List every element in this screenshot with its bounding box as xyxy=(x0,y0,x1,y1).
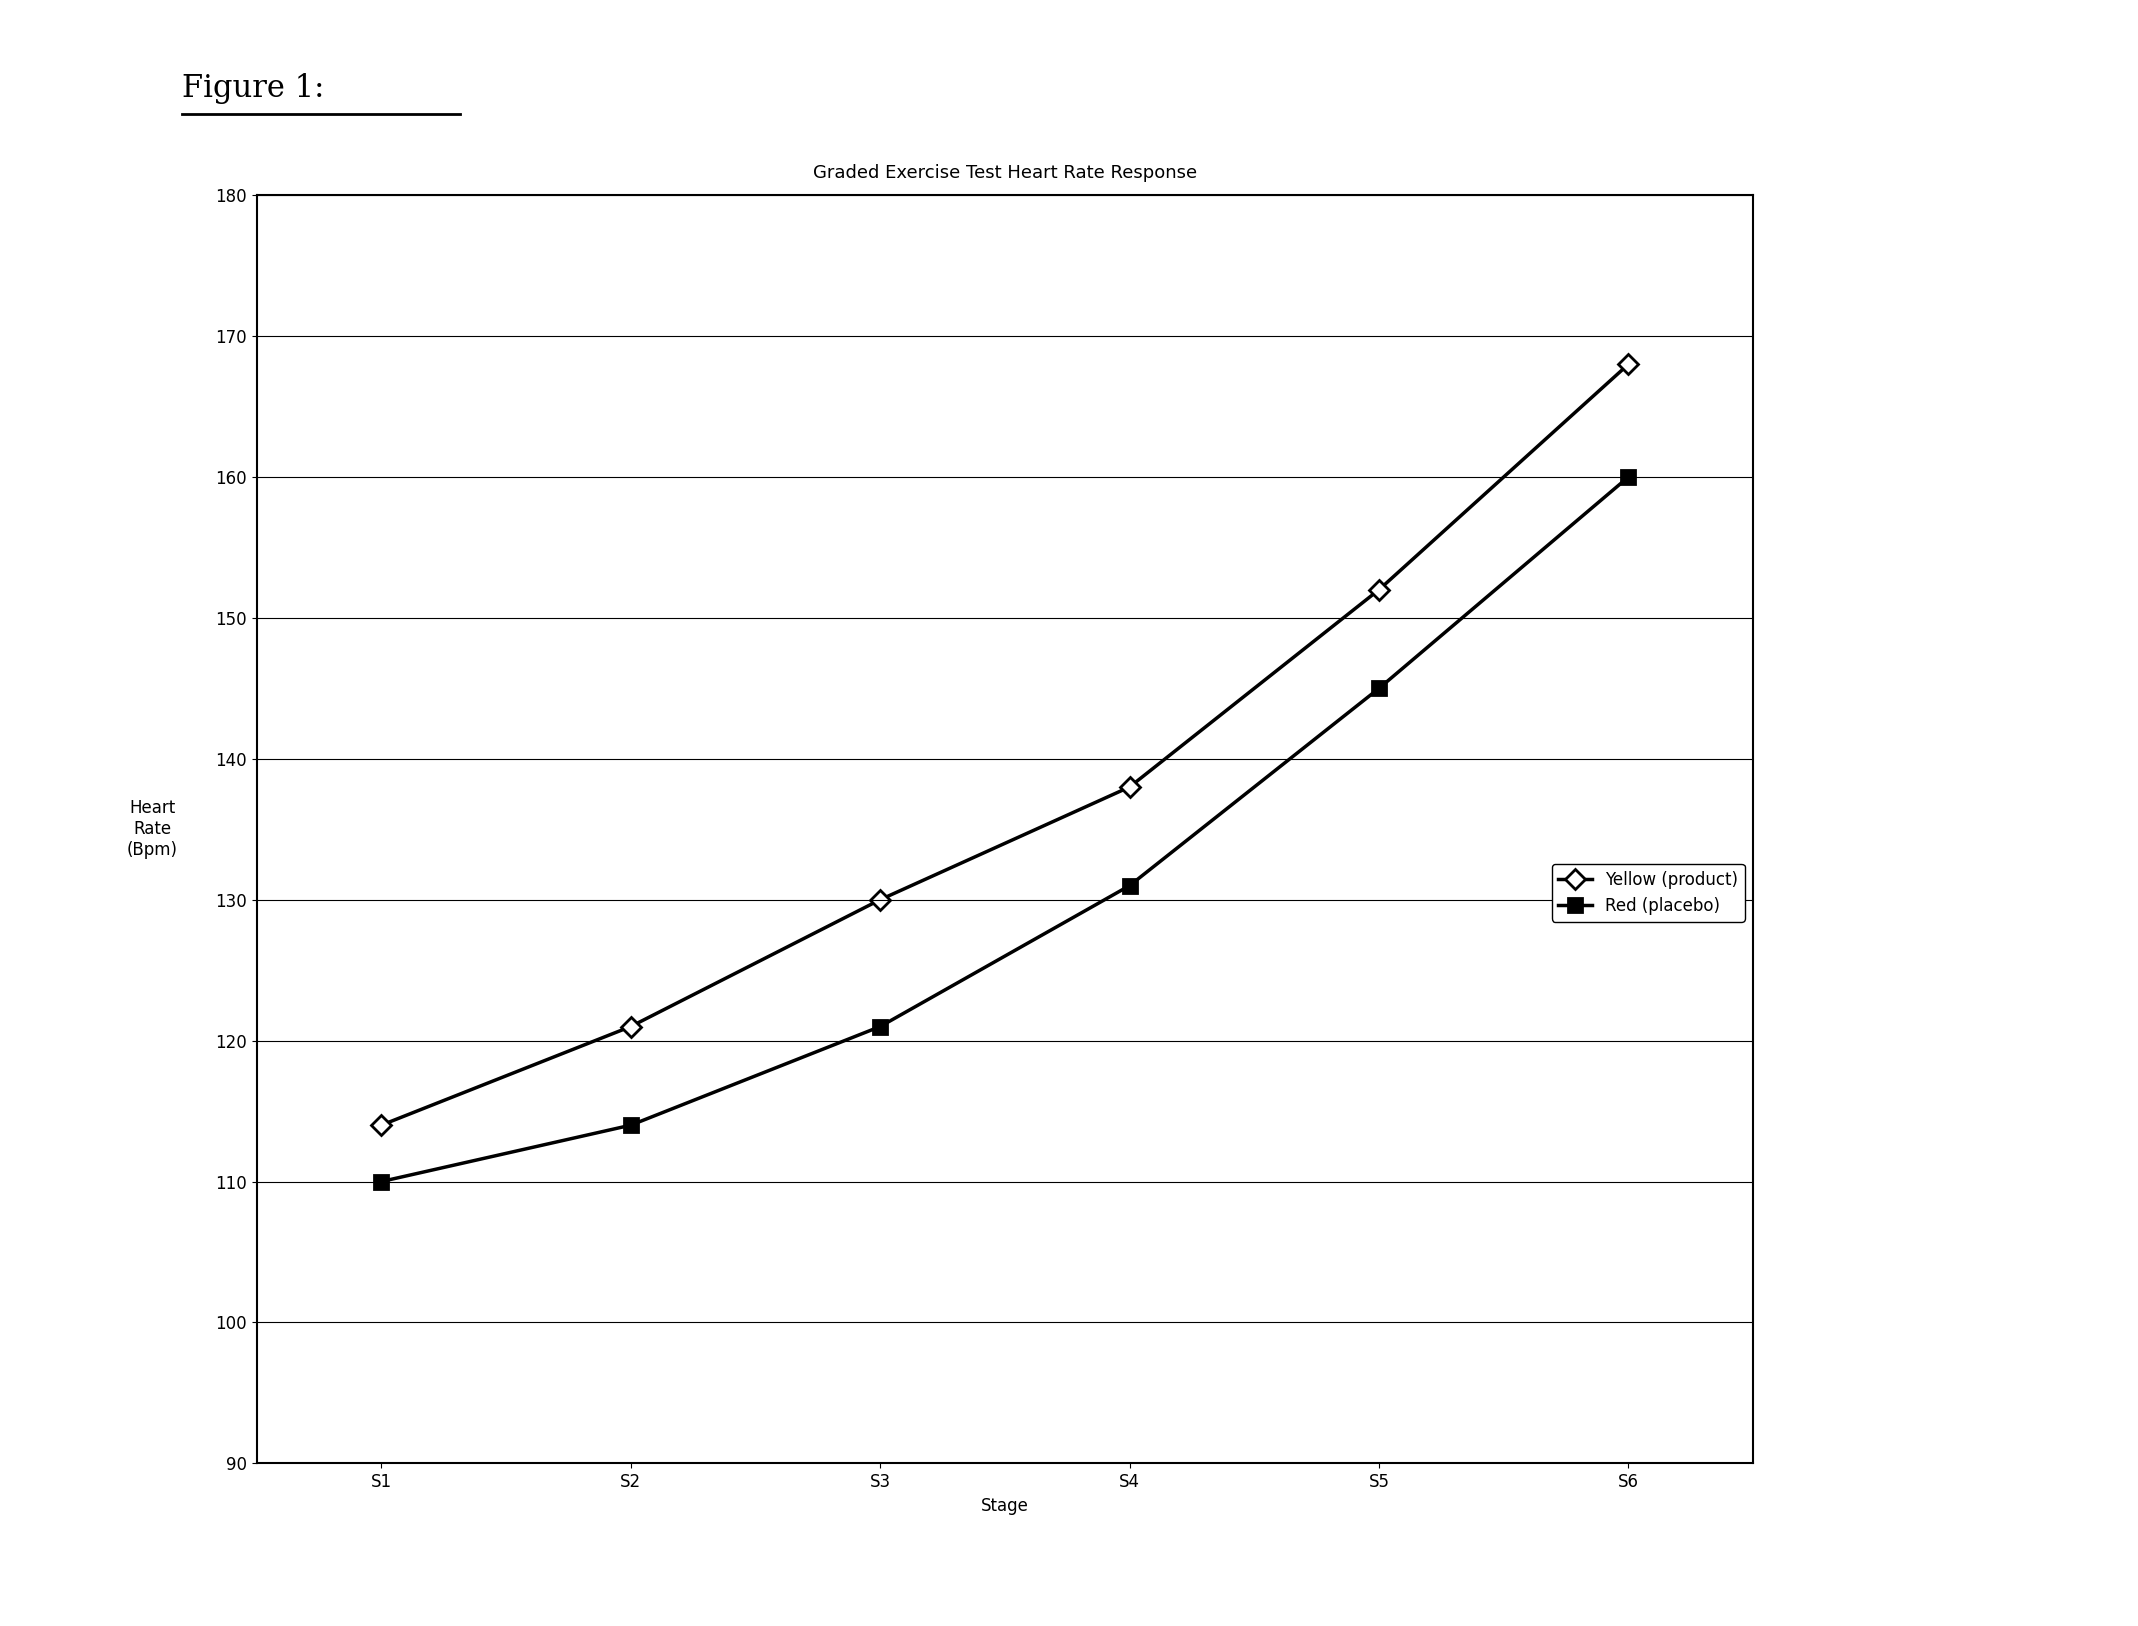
Red (placebo) xyxy=(618,1115,644,1135)
Line: Red (placebo): Red (placebo) xyxy=(374,470,1636,1189)
Red (placebo) xyxy=(1116,876,1142,896)
Yellow (product) xyxy=(868,889,894,909)
Legend: Yellow (product), Red (placebo): Yellow (product), Red (placebo) xyxy=(1552,863,1745,922)
Yellow (product) xyxy=(618,1016,644,1036)
Yellow (product) xyxy=(1116,777,1142,797)
Line: Yellow (product): Yellow (product) xyxy=(374,358,1636,1132)
Yellow (product) xyxy=(368,1115,393,1135)
Text: Figure 1:: Figure 1: xyxy=(182,73,325,104)
Red (placebo) xyxy=(1616,467,1642,486)
Red (placebo) xyxy=(1366,678,1392,698)
X-axis label: Stage: Stage xyxy=(981,1496,1028,1515)
Title: Graded Exercise Test Heart Rate Response: Graded Exercise Test Heart Rate Response xyxy=(812,164,1197,182)
Yellow (product) xyxy=(1616,354,1642,374)
Yellow (product) xyxy=(1366,580,1392,600)
Y-axis label: Heart
Rate
(Bpm): Heart Rate (Bpm) xyxy=(126,800,177,859)
Red (placebo) xyxy=(868,1016,894,1036)
Red (placebo) xyxy=(368,1172,393,1192)
